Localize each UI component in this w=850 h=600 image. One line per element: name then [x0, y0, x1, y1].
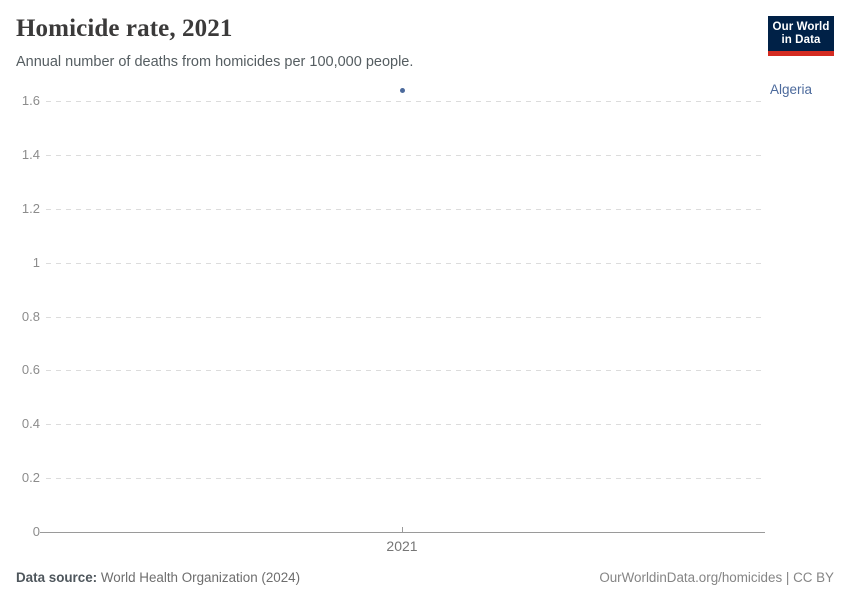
gridline — [46, 262, 765, 264]
y-axis-tick-label: 0.4 — [21, 416, 40, 432]
owid-logo-text: Our World in Data — [768, 16, 834, 51]
data-point-algeria[interactable] — [399, 87, 405, 93]
gridline — [46, 424, 765, 426]
y-axis-tick-label: 0.6 — [21, 362, 40, 378]
y-axis-tick-label: 1.6 — [21, 93, 40, 108]
data-source-note: Data source: World Health Organization (… — [16, 569, 300, 586]
y-axis-tick-label: 0 — [32, 524, 40, 539]
gridline — [46, 208, 765, 210]
y-axis-tick-label: 0.2 — [21, 470, 40, 486]
gridline — [46, 370, 765, 372]
data-source-value: World Health Organization (2024) — [97, 570, 301, 585]
x-axis-tick — [402, 527, 403, 532]
gridline — [46, 316, 765, 318]
chart-title: Homicide rate, 2021 — [16, 15, 233, 42]
y-axis-tick-label: 1 — [32, 254, 40, 270]
owid-logo-red-bar — [768, 51, 834, 56]
entity-label-algeria[interactable]: Algeria — [770, 82, 813, 98]
y-axis-tick-label: 1.4 — [21, 146, 40, 162]
gridline — [46, 101, 765, 102]
gridline — [46, 154, 765, 156]
data-source-label: Data source: — [16, 570, 98, 585]
owid-logo-line1: Our World — [772, 21, 830, 33]
x-axis-line — [40, 532, 765, 533]
chart-footer: Data source: World Health Organization (… — [16, 569, 834, 586]
y-axis-tick-label: 1.2 — [21, 200, 40, 216]
gridline — [46, 478, 765, 480]
footer-link[interactable]: OurWorldinData.org/homicides | CC BY — [599, 570, 834, 585]
x-axis-tick-label: 2021 — [386, 538, 418, 554]
owid-logo: Our World in Data — [768, 16, 834, 56]
chart-subtitle: Annual number of deaths from homicides p… — [16, 54, 414, 70]
y-axis-tick-label: 0.8 — [21, 308, 40, 324]
owid-logo-line2: in Data — [781, 34, 821, 46]
